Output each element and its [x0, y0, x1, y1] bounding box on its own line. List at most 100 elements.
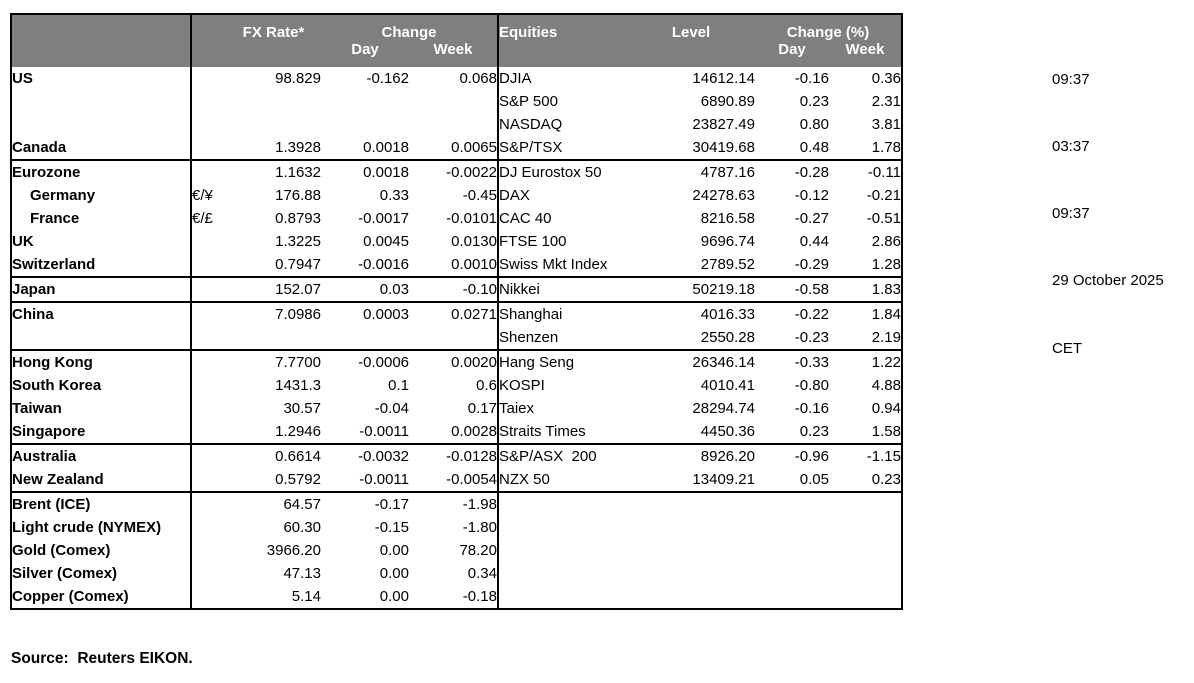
header-equities: Equities	[497, 14, 627, 41]
eq-day-cell: -0.27	[794, 210, 829, 227]
pair-cell	[190, 301, 226, 326]
equity-cell	[497, 539, 627, 562]
level-cell: 2550.28	[700, 329, 755, 346]
table-row: Japan 152.07 0.03 -0.10 Nikkei 50219.18 -0.58 1…	[11, 276, 902, 302]
region-cell: UK	[11, 230, 191, 253]
level-cell	[627, 516, 755, 539]
equity-cell: Straits Times	[497, 420, 627, 444]
fx-day-cell: 0.03	[321, 276, 409, 302]
fx-rate-cell: 7.0986	[226, 301, 321, 326]
level-cell: 23827.49	[692, 116, 755, 133]
region-label: Copper (Comex)	[12, 588, 129, 605]
eq-day-cell: 0.05	[799, 471, 829, 488]
eq-week-cell: -0.21	[866, 187, 901, 204]
eq-day-cell: -0.33	[755, 349, 829, 374]
fx-day-cell: -0.17	[321, 491, 409, 516]
region-label: Taiwan	[12, 400, 62, 417]
table-row: Canada 1.3928 0.0018 0.0065 S&P/TSX 30419.68 0…	[11, 136, 902, 160]
fx-week-cell: -0.0054	[446, 471, 497, 488]
level-cell	[627, 539, 755, 562]
equity-cell: FTSE 100	[497, 230, 627, 253]
level-cell: 9696.74	[700, 233, 755, 250]
table-row: New Zealand 0.5792 -0.0011 -0.0054 NZX 50 134…	[11, 468, 902, 492]
fx-day-cell: -0.0011	[359, 471, 409, 488]
table-row: Switzerland 0.7947 -0.0016 0.0010 Swiss Mkt …	[11, 253, 902, 277]
pair-cell	[190, 443, 226, 468]
pair-cell	[190, 159, 226, 184]
eq-day-cell	[755, 491, 829, 516]
eq-day-cell: 0.44	[799, 233, 829, 250]
level-cell: 28294.74	[692, 400, 755, 417]
eq-week-cell: -0.51	[866, 210, 901, 227]
fx-week-cell: -0.10	[409, 276, 498, 302]
fx-day-cell	[321, 113, 409, 136]
region-label: Light crude (NYMEX)	[12, 519, 162, 536]
level-cell: 8926.20	[627, 443, 755, 468]
eq-week-cell	[829, 585, 902, 609]
fx-day-cell: 0.00	[379, 542, 409, 559]
fx-rate-cell: 7.7700	[226, 349, 321, 374]
pair-cell	[190, 468, 226, 492]
fx-week-cell: 0.0020	[409, 349, 498, 374]
fx-rate-cell: 47.13	[283, 565, 321, 582]
eq-day-cell: -0.29	[794, 256, 829, 273]
timestamp-line: 09:37	[1052, 70, 1090, 88]
level-cell: 50219.18	[627, 276, 755, 302]
equity-cell: Shenzen	[497, 326, 627, 350]
pair-cell	[190, 420, 226, 444]
table-row: NASDAQ 23827.49 0.80 3.81	[11, 113, 902, 136]
equity-cell	[497, 516, 627, 539]
pair-cell	[190, 562, 226, 585]
header-blank	[11, 41, 191, 67]
fx-rate-cell: 152.07	[226, 276, 321, 302]
eq-day-cell: -0.28	[755, 159, 829, 184]
equity-cell: Hang Seng	[497, 349, 627, 374]
pair-cell	[190, 374, 226, 397]
header-region-blank	[11, 14, 191, 41]
fx-rate-cell: 1431.3	[275, 377, 321, 394]
header-change: Change	[321, 14, 498, 41]
equity-cell: DAX	[497, 184, 627, 207]
level-cell	[627, 491, 755, 516]
timestamp-line: 03:37	[1052, 138, 1090, 156]
fx-week-cell: 0.0028	[451, 423, 497, 440]
fx-week-cell: -0.45	[462, 187, 497, 204]
region-cell: US	[11, 67, 191, 90]
pair-cell	[190, 276, 226, 302]
pair-cell	[190, 397, 226, 420]
fx-week-cell: 0.6	[476, 377, 497, 394]
equity-cell: Taiex	[497, 397, 627, 420]
region-label: Australia	[12, 448, 77, 465]
equity-cell: KOSPI	[497, 374, 627, 397]
table-row: Brent (ICE) 64.57 -0.17 -1.98	[11, 491, 902, 516]
eq-day-cell	[755, 539, 829, 562]
equity-cell: S&P/TSX	[497, 136, 627, 160]
fx-rate-cell: 3966.20	[266, 542, 321, 559]
region-cell: Singapore	[11, 420, 191, 444]
eq-day-cell: 0.48	[799, 139, 829, 156]
fx-week-cell: 0.0271	[409, 301, 498, 326]
header-blank	[497, 41, 627, 67]
region-cell: China	[11, 301, 191, 326]
region-label: UK	[12, 233, 34, 250]
eq-week-cell: 2.19	[871, 329, 901, 346]
level-cell: 6890.89	[700, 93, 755, 110]
equity-cell: NASDAQ	[497, 113, 627, 136]
fx-day-cell: 0.0018	[321, 159, 409, 184]
fx-day-cell: 0.33	[379, 187, 409, 204]
fx-day-cell: 0.00	[379, 565, 409, 582]
pair-cell	[190, 67, 226, 90]
eq-day-cell	[755, 516, 829, 539]
fx-day-cell: -0.0016	[358, 256, 409, 273]
fx-rate-cell: 5.14	[291, 588, 321, 605]
region-cell: Australia	[11, 443, 191, 468]
eq-week-cell: 1.22	[829, 349, 902, 374]
region-label: Hong Kong	[12, 354, 93, 371]
fx-rate-cell: 1.3928	[275, 139, 321, 156]
fx-rate-cell: 176.88	[275, 187, 321, 204]
region-cell: South Korea	[11, 374, 191, 397]
fx-day-cell	[321, 326, 409, 350]
region-label: Switzerland	[12, 256, 96, 273]
eq-week-cell: 0.36	[871, 70, 901, 87]
